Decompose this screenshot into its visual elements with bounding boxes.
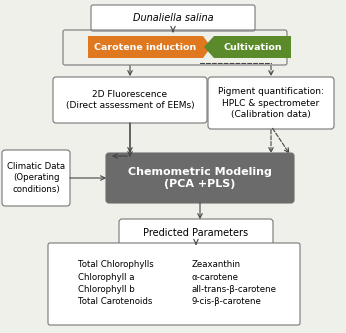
FancyBboxPatch shape xyxy=(91,5,255,31)
Text: Climatic Data
(Operating
conditions): Climatic Data (Operating conditions) xyxy=(7,163,65,193)
Text: Pigment quantification:
HPLC & spectrometer
(Calibration data): Pigment quantification: HPLC & spectrome… xyxy=(218,87,324,119)
Polygon shape xyxy=(204,36,291,58)
Text: Predicted Parameters: Predicted Parameters xyxy=(144,228,248,238)
Text: Total Chlorophylls
Chlorophyll a
Chlorophyll b
Total Carotenoids: Total Chlorophylls Chlorophyll a Chlorop… xyxy=(78,260,154,306)
Text: Cultivation: Cultivation xyxy=(224,43,282,52)
FancyBboxPatch shape xyxy=(48,243,300,325)
Text: Zeaxanthin
α-carotene
all-trans-β-carotene
9-cis-β-carotene: Zeaxanthin α-carotene all-trans-β-carote… xyxy=(192,260,277,306)
FancyBboxPatch shape xyxy=(208,77,334,129)
Text: Carotene induction: Carotene induction xyxy=(94,43,196,52)
Text: Chemometric Modeling
(PCA +PLS): Chemometric Modeling (PCA +PLS) xyxy=(128,167,272,189)
Text: Dunaliella salina: Dunaliella salina xyxy=(133,13,213,23)
FancyBboxPatch shape xyxy=(2,150,70,206)
FancyBboxPatch shape xyxy=(53,77,207,123)
Polygon shape xyxy=(88,36,211,58)
Text: 2D Fluorescence
(Direct assessment of EEMs): 2D Fluorescence (Direct assessment of EE… xyxy=(66,90,194,110)
FancyBboxPatch shape xyxy=(106,153,294,203)
FancyBboxPatch shape xyxy=(119,219,273,247)
